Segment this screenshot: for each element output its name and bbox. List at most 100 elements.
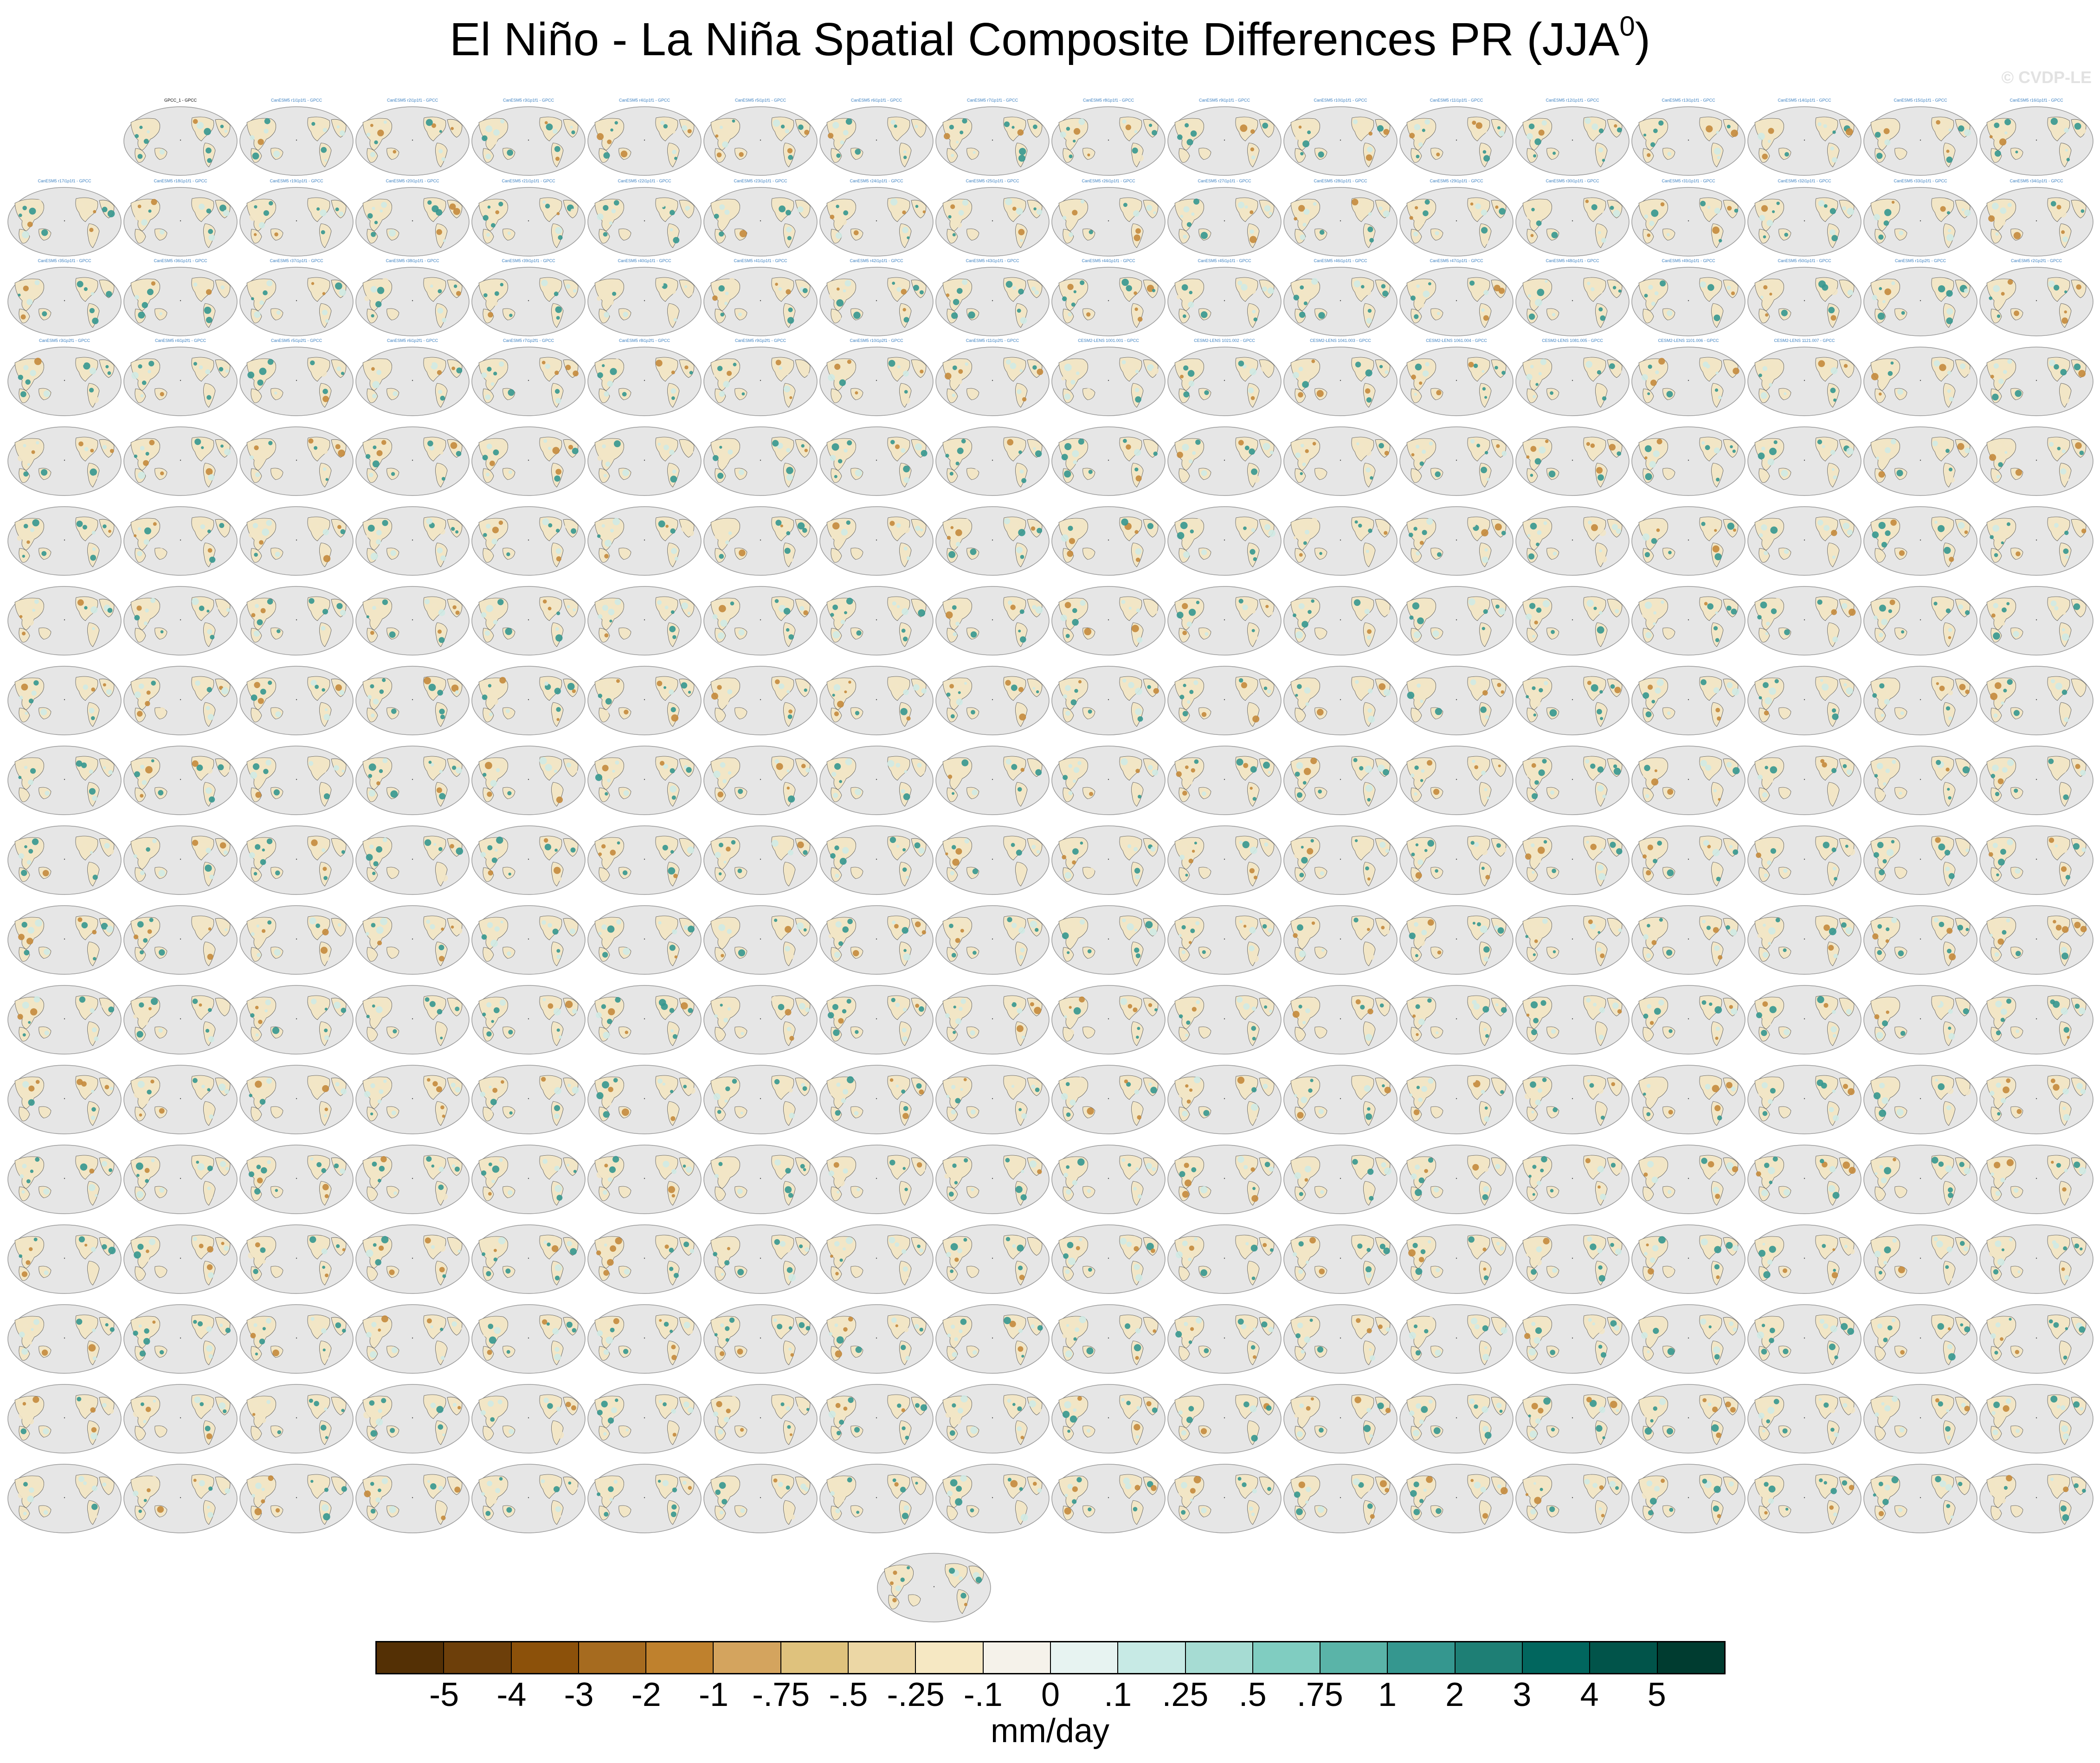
precip-anomaly-patch bbox=[428, 683, 436, 691]
panel-label: CanESM5 r12i1p1f1 - GPCC bbox=[1546, 98, 1599, 103]
map-center-marker bbox=[528, 459, 529, 461]
continent-outline bbox=[1643, 388, 1654, 403]
precip-anomaly-patch bbox=[224, 291, 227, 295]
precip-anomaly-patch bbox=[376, 370, 381, 375]
precip-anomaly-patch bbox=[1068, 312, 1072, 316]
precip-anomaly-patch bbox=[903, 317, 909, 323]
precip-anomaly-patch bbox=[374, 220, 378, 225]
precip-anomaly-patch bbox=[670, 785, 677, 793]
precip-anomaly-patch bbox=[311, 122, 316, 126]
continent-outline bbox=[319, 862, 332, 887]
precip-anomaly-patch bbox=[367, 695, 372, 699]
precip-anomaly-patch bbox=[1530, 522, 1537, 530]
precip-anomaly-patch bbox=[381, 202, 387, 208]
world-map-panel bbox=[935, 905, 1050, 975]
precip-anomaly-patch bbox=[2000, 207, 2007, 214]
precip-anomaly-patch bbox=[681, 602, 688, 610]
precip-anomaly-patch bbox=[674, 557, 679, 561]
precip-anomaly-patch bbox=[30, 768, 36, 774]
precip-anomaly-patch bbox=[1062, 296, 1067, 302]
precip-anomaly-patch bbox=[102, 206, 108, 212]
precip-anomaly-patch bbox=[1991, 202, 1999, 210]
precip-anomaly-patch bbox=[441, 875, 448, 882]
map-panel bbox=[6, 896, 122, 976]
precip-anomaly-patch bbox=[195, 919, 200, 923]
precip-anomaly-patch bbox=[1036, 209, 1043, 215]
precip-anomaly-patch bbox=[1368, 715, 1375, 723]
precip-anomaly-patch bbox=[260, 859, 266, 865]
precip-anomaly-patch bbox=[1900, 711, 1904, 715]
map-center-marker bbox=[760, 699, 761, 701]
precip-anomaly-patch bbox=[1593, 606, 1597, 610]
precip-anomaly-patch bbox=[1262, 286, 1267, 292]
precip-anomaly-patch bbox=[1884, 699, 1890, 705]
continent-outline bbox=[246, 837, 277, 870]
map-panel bbox=[1050, 418, 1166, 497]
precip-anomaly-patch bbox=[947, 931, 952, 936]
precip-anomaly-patch bbox=[662, 845, 668, 851]
precip-anomaly-patch bbox=[254, 205, 258, 209]
panel-label: CanESM5 r9i1p2f1 - GPCC bbox=[734, 338, 786, 343]
precip-anomaly-patch bbox=[1366, 635, 1371, 640]
precip-anomaly-patch bbox=[1366, 949, 1370, 953]
continent-outline bbox=[1131, 542, 1144, 567]
precip-anomaly-patch bbox=[1069, 219, 1076, 225]
precip-anomaly-patch bbox=[275, 552, 280, 557]
precip-anomaly-patch bbox=[1035, 606, 1043, 614]
precip-anomaly-patch bbox=[151, 681, 156, 686]
precip-anomaly-patch bbox=[1726, 285, 1731, 290]
precip-anomaly-patch bbox=[542, 518, 549, 526]
precip-anomaly-patch bbox=[1361, 123, 1365, 127]
map-center-marker bbox=[296, 779, 297, 780]
precip-anomaly-patch bbox=[962, 118, 967, 124]
precip-anomaly-patch bbox=[1435, 869, 1438, 873]
precip-anomaly-patch bbox=[727, 689, 733, 695]
precip-anomaly-patch bbox=[1545, 280, 1548, 283]
precip-anomaly-patch bbox=[1887, 371, 1893, 376]
world-map-panel bbox=[587, 347, 702, 416]
map-center-marker bbox=[528, 858, 529, 860]
precip-anomaly-patch bbox=[1018, 630, 1021, 633]
world-map-panel bbox=[1399, 825, 1514, 895]
precip-anomaly-patch bbox=[1585, 759, 1590, 764]
precip-anomaly-patch bbox=[1831, 768, 1837, 773]
precip-anomaly-patch bbox=[1415, 472, 1420, 477]
precip-anomaly-patch bbox=[2065, 875, 2070, 880]
precip-anomaly-patch bbox=[1121, 360, 1126, 365]
precip-anomaly-patch bbox=[1876, 457, 1879, 460]
map-panel bbox=[1630, 657, 1746, 737]
precip-anomaly-patch bbox=[1367, 688, 1373, 694]
precip-anomaly-patch bbox=[1080, 280, 1085, 285]
map-panel: CanESM5 r44i1p1f1 - GPCC bbox=[1050, 258, 1166, 338]
precip-anomaly-patch bbox=[140, 870, 145, 875]
precip-anomaly-patch bbox=[391, 472, 395, 476]
precip-anomaly-patch bbox=[1769, 778, 1774, 783]
precip-anomaly-patch bbox=[1194, 360, 1198, 364]
precip-anomaly-patch bbox=[1993, 713, 1998, 718]
precip-anomaly-patch bbox=[1879, 605, 1886, 612]
precip-anomaly-patch bbox=[1064, 393, 1071, 400]
precip-anomaly-patch bbox=[1318, 312, 1325, 319]
map-center-marker bbox=[1340, 380, 1341, 381]
precip-anomaly-patch bbox=[670, 210, 675, 215]
precip-anomaly-patch bbox=[1830, 367, 1838, 374]
precip-anomaly-patch bbox=[556, 316, 560, 320]
precip-anomaly-patch bbox=[262, 848, 265, 852]
precip-anomaly-patch bbox=[267, 920, 272, 925]
precip-anomaly-patch bbox=[2064, 128, 2069, 133]
map-center-marker bbox=[1456, 380, 1457, 381]
precip-anomaly-patch bbox=[1829, 927, 1836, 935]
precip-anomaly-patch bbox=[1248, 387, 1254, 393]
precip-anomaly-patch bbox=[722, 141, 728, 148]
world-map-panel bbox=[1399, 666, 1514, 735]
precip-anomaly-patch bbox=[36, 441, 39, 444]
map-center-marker bbox=[760, 220, 761, 222]
precip-anomaly-patch bbox=[1530, 365, 1534, 369]
precip-anomaly-patch bbox=[669, 450, 675, 455]
continent-outline bbox=[478, 598, 509, 631]
panel-label: CESM2-LENS 1001.001 - GPCC bbox=[1078, 338, 1139, 343]
precip-anomaly-patch bbox=[1770, 526, 1778, 534]
map-panel bbox=[1514, 657, 1630, 737]
precip-anomaly-patch bbox=[134, 454, 138, 458]
